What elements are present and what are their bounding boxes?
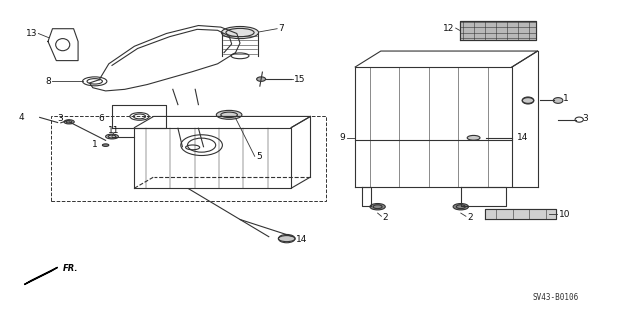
Ellipse shape (278, 235, 295, 242)
Text: 9: 9 (340, 133, 346, 142)
Polygon shape (485, 209, 556, 219)
Text: FR.: FR. (63, 264, 78, 273)
Text: 5: 5 (256, 152, 262, 161)
Text: 1: 1 (563, 94, 569, 103)
Bar (51, 116, 326, 201)
Text: 15: 15 (294, 75, 306, 84)
Ellipse shape (102, 144, 109, 146)
Ellipse shape (64, 120, 74, 124)
Text: 8: 8 (45, 77, 51, 86)
Text: 4: 4 (19, 113, 24, 122)
Text: 6: 6 (98, 114, 104, 123)
Text: 2: 2 (383, 213, 388, 222)
Text: 10: 10 (559, 210, 570, 219)
Ellipse shape (370, 204, 385, 210)
Ellipse shape (453, 204, 468, 210)
Polygon shape (24, 267, 58, 285)
Text: 13: 13 (26, 29, 37, 38)
Ellipse shape (221, 26, 259, 39)
Text: 11: 11 (108, 126, 119, 135)
Text: 12: 12 (443, 24, 454, 33)
Text: 14: 14 (517, 133, 529, 142)
Text: 7: 7 (278, 24, 284, 33)
Ellipse shape (106, 134, 118, 139)
Text: 2: 2 (467, 213, 473, 222)
Ellipse shape (216, 110, 242, 119)
Ellipse shape (554, 98, 563, 103)
Polygon shape (460, 21, 536, 40)
Circle shape (257, 77, 266, 81)
Text: 14: 14 (296, 235, 307, 244)
Ellipse shape (522, 97, 534, 104)
Ellipse shape (467, 136, 480, 140)
Text: 1: 1 (92, 140, 97, 149)
Text: 3: 3 (582, 114, 588, 123)
Text: SV43-B0106: SV43-B0106 (532, 293, 579, 302)
Text: 3: 3 (58, 114, 63, 123)
